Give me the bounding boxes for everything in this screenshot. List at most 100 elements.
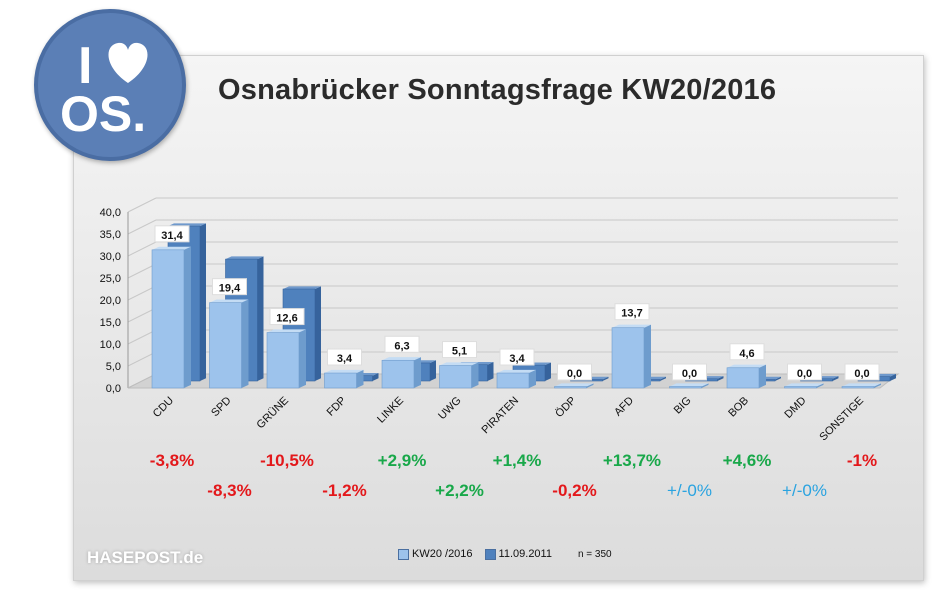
bar-current-fdp [324,372,357,389]
difference-label-oedp: -0,2% [552,481,597,500]
data-label-box [614,303,650,321]
data-label: 3,4 [509,353,525,365]
data-label-box [787,363,822,381]
data-label: 12,6 [276,313,297,325]
data-label-box [327,348,362,366]
x-tick-label: CDU [151,395,176,420]
difference-label-spd: -8,3% [207,481,252,500]
data-label-box [844,363,880,381]
bar-current-piraten-top [497,369,536,374]
difference-label-sonstige: -1% [846,451,878,470]
data-label: 4,6 [739,348,754,360]
bar-current-big-top [669,383,709,387]
gridline-depth [127,197,157,213]
difference-label-linke: +2,9% [377,451,427,470]
bar-current-cdu [151,249,185,389]
y-tick-label: 15,0 [100,317,121,329]
difference-label-afd: +13,7% [602,451,662,470]
bar-previous-gruene-top [283,286,321,290]
bar-current-piraten-side [529,369,536,388]
bar-current-big-side [701,383,709,388]
gridline-depth [127,285,157,301]
data-label: 6,3 [394,340,409,352]
bar-current-afd [611,327,645,389]
difference-label-uwg: +2,2% [435,481,484,500]
data-label: 0,0 [567,368,582,380]
source-label: HASEPOST.de [87,548,204,567]
gridline-depth [127,351,157,367]
legend-label-previous: 11.09.2011 [498,548,552,560]
bar-current-uwg-top [439,362,479,366]
difference-label-piraten: +1,4% [492,451,542,470]
bar-current-spd [209,302,242,389]
difference-label-big: +/-0% [667,481,712,500]
legend-item-current: KW20 /2016 [398,548,473,560]
gridline-depth [127,219,157,235]
bar-previous-fdp-side [372,373,379,381]
bar-current-dmd [784,386,817,389]
data-label-box [672,363,707,381]
y-tick-label: 0,0 [106,383,121,395]
bar-current-oedp-side [586,383,594,388]
data-label-box [269,308,305,326]
bar-current-gruene [266,332,300,389]
y-tick-label: 35,0 [100,229,121,241]
bar-previous-oedp-side [602,376,609,381]
bar-previous-spd-side [257,256,264,381]
x-tick-label: SONSTIGE [817,395,866,444]
x-tick-label: SPD [209,395,234,420]
bar-previous-linke-side [430,360,436,381]
bar-current-uwg-side [471,362,479,388]
y-tick-label: 30,0 [100,251,121,263]
x-tick-label: PIRATEN [480,395,522,437]
data-label-box [212,278,247,296]
legend-item-previous: 11.09.2011 [484,548,552,560]
difference-label-fdp: -1,2% [322,481,367,500]
bar-previous-bob-side [775,376,781,381]
x-tick-label: DMD [782,395,808,421]
bar-previous-afd-side [660,376,666,381]
bar-current-gruene-top [267,329,306,333]
bar-current-bob-top [727,364,766,368]
bar-current-big [669,386,702,389]
data-label: 0,0 [682,368,697,380]
legend: KW20 /2016 11.09.2011 n = 350 [398,548,612,560]
i-love-os-logo: I OS. [34,9,186,161]
logo-graphic: I OS. [60,37,148,142]
chart-title: Osnabrücker Sonntagsfrage KW20/2016 [218,74,777,106]
data-label-box [154,225,190,243]
bar-current-linke [381,359,415,389]
data-label-box [442,341,477,359]
bar-previous-uwg-side [487,362,494,381]
bar-current-bob [726,367,760,389]
logo-text-os: OS. [60,86,146,142]
bar-current-oedp [554,386,587,389]
bar-current-uwg [439,365,472,389]
logo-text-i: I [78,37,92,95]
gridline-depth [127,241,157,257]
data-label-box [729,343,765,361]
data-label: 19,4 [219,283,241,295]
bar-current-sonstige-top [842,383,881,387]
bar-previous-dmd-side [832,376,839,381]
bar-previous-piraten-side [545,362,551,381]
bar-current-cdu-side [184,246,191,388]
x-tick-label: ÖDP [553,395,578,420]
x-tick-label: LINKE [375,395,406,426]
y-tick-label: 20,0 [100,295,121,307]
bar-current-afd-side [644,324,651,388]
legend-label-current: KW20 /2016 [412,548,473,560]
bar-current-dmd-top [784,383,824,387]
bar-current-spd-top [209,299,249,303]
sample-size: n = 350 [577,548,612,560]
bar-current-oedp-top [554,383,594,387]
difference-label-bob: +4,6% [722,451,772,470]
bar-current-linke-side [414,357,421,388]
data-label-box [384,335,420,353]
x-tick-label: FDP [325,395,349,419]
bar-current-fdp-top [324,369,364,374]
bar-current-sonstige-side [874,383,881,388]
data-label: 0,0 [797,368,812,380]
x-tick-label: BOB [726,395,751,420]
